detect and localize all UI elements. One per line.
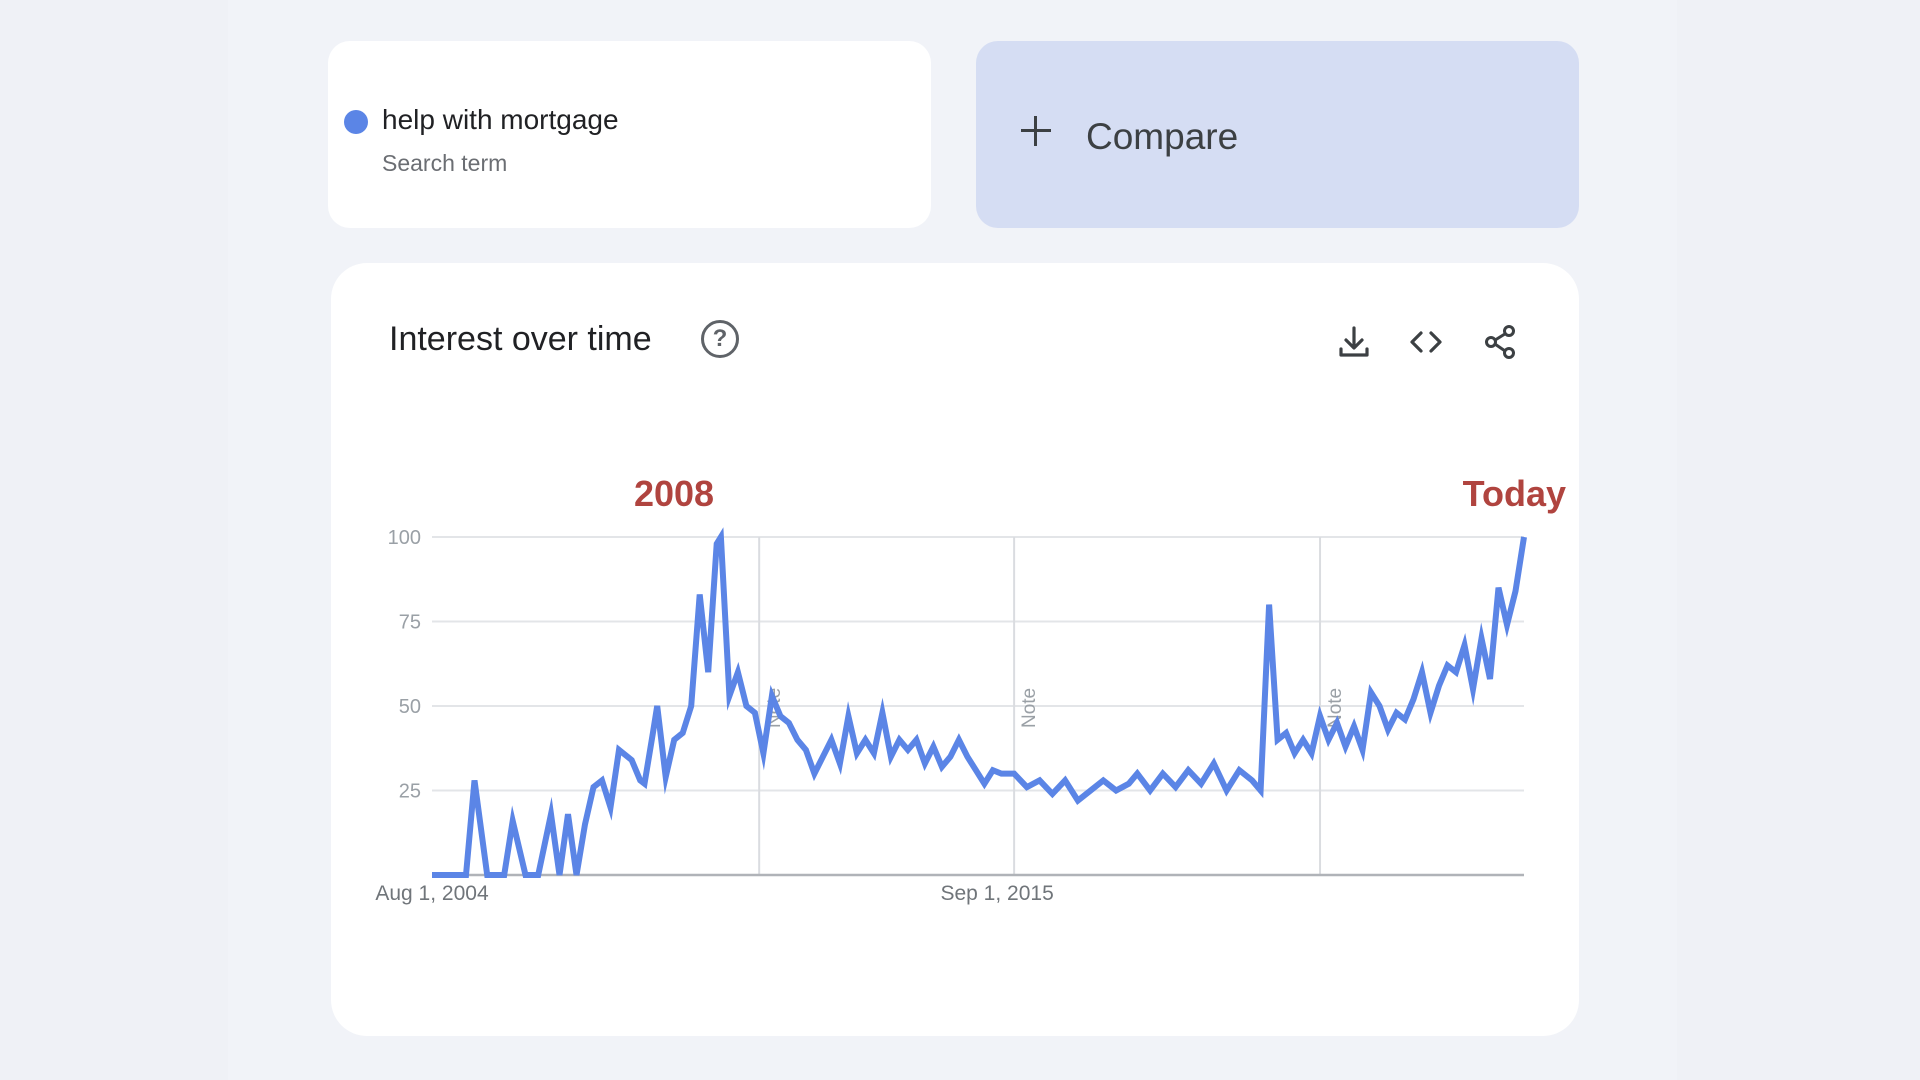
y-tick-label: 25 [399, 781, 421, 803]
help-icon[interactable]: ? [701, 320, 739, 358]
plus-icon[interactable] [1018, 113, 1054, 149]
series-color-dot [344, 110, 368, 134]
compare-label[interactable]: Compare [1086, 116, 1239, 157]
y-tick-label: 100 [388, 527, 421, 549]
chart-title: Interest over time [389, 320, 652, 358]
interest-over-time-card [331, 263, 1579, 1036]
series-line-help-with-mortgage [432, 527, 1527, 878]
note-label: Note [1325, 688, 1346, 728]
search-term-card[interactable] [328, 41, 931, 228]
search-term-type: Search term [382, 150, 508, 176]
embed-code-icon[interactable] [1406, 322, 1446, 362]
y-tick-label: 50 [399, 696, 421, 718]
x-tick-label: Sep 1, 2015 [940, 882, 1053, 905]
compare-button[interactable] [976, 41, 1579, 228]
annotation-label: Today [1463, 473, 1566, 514]
download-icon[interactable] [1334, 322, 1374, 362]
x-tick-label: Aug 1, 2004 [375, 882, 489, 905]
share-icon[interactable] [1480, 322, 1520, 362]
note-label: Note [1019, 688, 1040, 728]
search-term-label[interactable]: help with mortgage [382, 104, 619, 135]
y-tick-label: 75 [399, 612, 421, 634]
annotation-label: 2008 [634, 473, 714, 514]
